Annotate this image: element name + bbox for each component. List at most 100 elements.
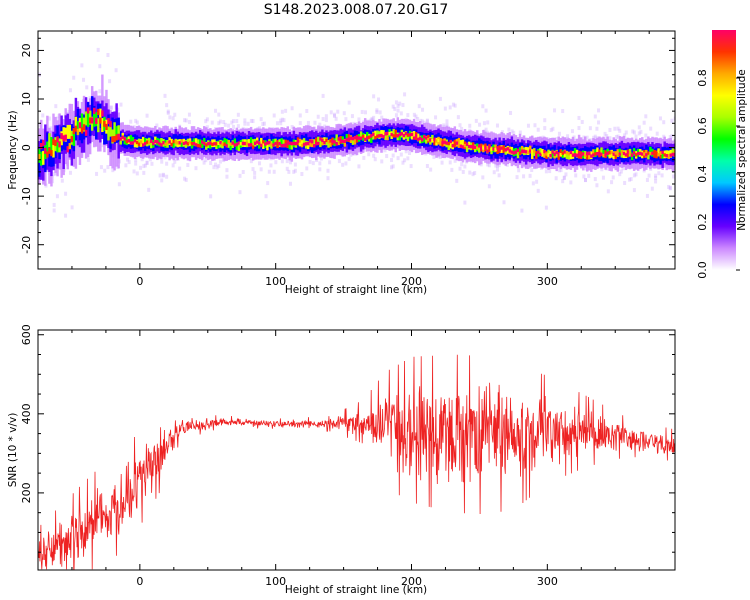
spectrogram-panel: 0 100 200 300 -20 -10 0 10 20 Height of straight… xyxy=(7,30,676,296)
spectrogram-halo-cell xyxy=(536,127,540,132)
spectrogram-ridge-cell xyxy=(634,153,638,157)
spectrogram-halo-cell xyxy=(49,126,53,131)
spectrogram-halo-cell xyxy=(597,108,601,113)
spectrogram-halo-cell xyxy=(158,173,162,178)
spectrogram-halo-cell xyxy=(414,114,418,119)
spectrogram-ridge-cell xyxy=(355,136,359,140)
spectrogram-ridge-cell xyxy=(632,151,636,155)
spectrogram-ridge-cell xyxy=(306,141,310,146)
spectrogram-ridge-cell xyxy=(143,141,147,146)
spectrogram-ridge-cell xyxy=(370,135,373,143)
spectrogram-ridge-cell xyxy=(217,141,220,146)
spectrogram-ridge-cell xyxy=(596,151,599,156)
spectrogram-halo-cell xyxy=(450,167,454,172)
spectrogram-ridge-cell xyxy=(343,139,347,144)
spectrogram-ridge-cell xyxy=(319,137,322,141)
spectrogram-ridge-cell xyxy=(600,147,603,156)
spectrogram-ridge-cell xyxy=(125,139,129,144)
spectrogram-halo-cell xyxy=(474,118,478,123)
spectrogram-ridge-cell xyxy=(237,143,241,152)
spectrogram-halo-cell xyxy=(117,182,121,187)
spectrogram-halo-cell xyxy=(264,194,268,199)
spectrogram-halo-cell xyxy=(236,112,240,117)
spectrogram-halo-cell xyxy=(619,169,623,174)
spectrogram-ridge-cell xyxy=(671,148,675,157)
snr-ytick-label: 400 xyxy=(20,403,33,424)
spectrogram-ytick-label: -10 xyxy=(20,187,33,205)
spectrogram-ridge-cell xyxy=(162,141,165,145)
spectrogram-ridge-cell xyxy=(614,151,618,159)
spectrogram-ridge-cell xyxy=(46,141,49,156)
spectrogram-ridge-cell xyxy=(484,146,487,150)
spectrogram-halo-cell xyxy=(251,119,255,124)
spectrogram-halo-cell xyxy=(145,161,149,166)
spectrogram-ridge-cell xyxy=(107,126,110,141)
spectrogram-ridge-cell xyxy=(42,139,45,146)
spectrogram-halo-cell xyxy=(217,163,221,168)
spectrogram-halo-cell xyxy=(238,173,242,178)
spectrogram-halo-cell xyxy=(305,109,309,114)
spectrogram-ridge-cell xyxy=(423,135,426,139)
spectrogram-ridge-cell xyxy=(345,137,349,142)
spectrogram-ridge-cell xyxy=(260,143,263,148)
spectrogram-ridge-cell xyxy=(502,146,505,150)
spectrogram-halo-cell xyxy=(333,113,337,118)
spectrogram-halo-cell xyxy=(518,130,522,135)
spectrogram-halo-cell xyxy=(535,179,539,184)
spectrogram-ridge-cell xyxy=(54,139,57,147)
spectrogram-halo-cell xyxy=(600,167,604,172)
spectrogram-ridge-cell xyxy=(410,132,414,137)
spectrogram-halo-cell xyxy=(605,134,609,139)
spectrogram-xlabel: Height of straight line (km) xyxy=(285,284,427,296)
spectrogram-ridge-cell xyxy=(459,140,463,148)
spectrogram-halo-cell xyxy=(608,127,612,132)
spectrogram-ridge-cell xyxy=(38,154,41,161)
spectrogram-ridge-cell xyxy=(190,141,194,146)
spectrogram-ridge-cell xyxy=(270,142,273,147)
spectrogram-halo-cell xyxy=(639,129,643,134)
spectrogram-ridge-cell xyxy=(90,116,94,131)
spectrogram-halo-cell xyxy=(570,129,574,134)
spectrogram-ridge-cell xyxy=(433,137,436,142)
spectrogram-ridge-cell xyxy=(311,140,314,144)
spectrogram-halo-cell xyxy=(495,123,499,128)
spectrogram-halo-cell xyxy=(318,122,322,127)
spectrogram-halo-cell xyxy=(601,175,605,180)
spectrogram-halo-cell xyxy=(333,112,337,117)
spectrogram-halo-cell xyxy=(668,135,672,140)
spectrogram-ridge-cell xyxy=(602,149,605,158)
spectrogram-halo-cell xyxy=(587,173,591,178)
spectrogram-halo-cell xyxy=(225,168,229,173)
spectrogram-ridge-cell xyxy=(445,141,448,145)
spectrogram-ridge-cell xyxy=(276,140,279,148)
snr-xtick-label: 0 xyxy=(136,575,143,588)
spectrogram-halo-cell xyxy=(497,163,501,168)
spectrogram-ridge-cell xyxy=(520,149,524,153)
spectrogram-ridge-cell xyxy=(225,144,228,148)
spectrogram-halo-cell xyxy=(284,108,288,113)
spectrogram-halo-cell xyxy=(290,106,294,111)
spectrogram-halo-cell xyxy=(505,162,509,167)
spectrogram-halo-cell xyxy=(98,89,102,94)
spectrogram-halo-cell xyxy=(311,161,315,166)
colorbar-ticks: 0.0 0.2 0.4 0.6 0.8 xyxy=(696,69,740,279)
spectrogram-ridge-cell xyxy=(274,141,277,146)
spectrogram-halo-cell xyxy=(390,158,394,163)
spectrogram-ridge-cell xyxy=(323,141,326,145)
spectrogram-halo-cell xyxy=(445,123,449,128)
spectrogram-ridge-cell xyxy=(567,151,571,160)
spectrogram-halo-cell xyxy=(647,173,651,178)
spectrogram-halo-cell xyxy=(370,116,374,121)
spectrogram-halo-cell xyxy=(603,131,607,136)
spectrogram-ridge-cell xyxy=(223,142,226,146)
spectrogram-ridge-cell xyxy=(213,142,216,146)
spectrogram-ridge-cell xyxy=(586,151,589,160)
spectrogram-halo-cell xyxy=(425,118,429,123)
spectrogram-ridge-cell xyxy=(412,130,416,139)
spectrogram-ridge-cell xyxy=(439,138,442,143)
spectrogram-halo-cell xyxy=(438,96,442,101)
spectrogram-halo-cell xyxy=(484,127,488,132)
spectrogram-halo-cell xyxy=(261,122,265,127)
spectrogram-ridge-cell xyxy=(565,150,569,155)
spectrogram-ridge-cell xyxy=(447,141,450,146)
